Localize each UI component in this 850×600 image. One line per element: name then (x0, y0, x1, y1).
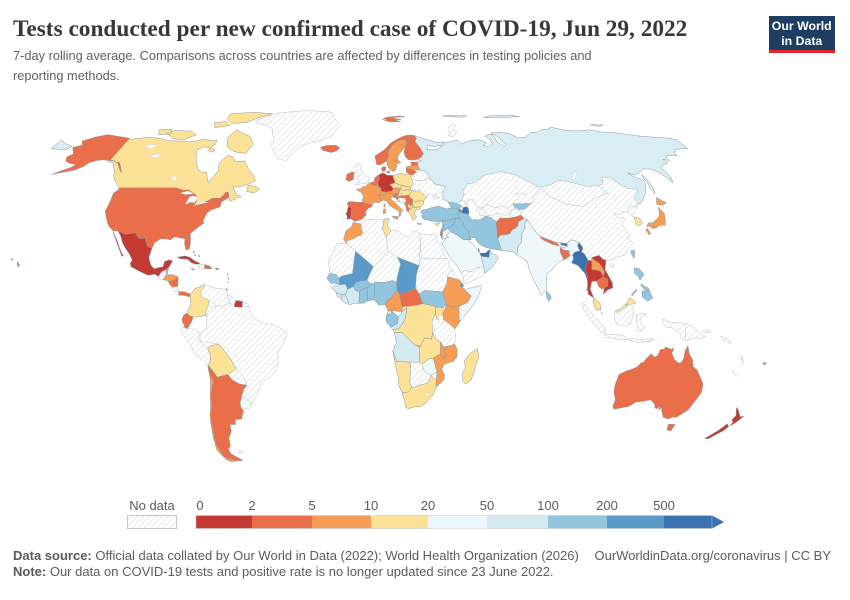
svg-text:0: 0 (196, 498, 203, 513)
svg-text:20: 20 (421, 498, 435, 513)
svg-text:10: 10 (364, 498, 378, 513)
svg-text:No data: No data (129, 498, 175, 513)
svg-text:200: 200 (596, 498, 618, 513)
svg-text:500: 500 (653, 498, 675, 513)
svg-text:50: 50 (480, 498, 494, 513)
svg-text:100: 100 (537, 498, 559, 513)
svg-text:2: 2 (248, 498, 255, 513)
svg-text:5: 5 (308, 498, 315, 513)
